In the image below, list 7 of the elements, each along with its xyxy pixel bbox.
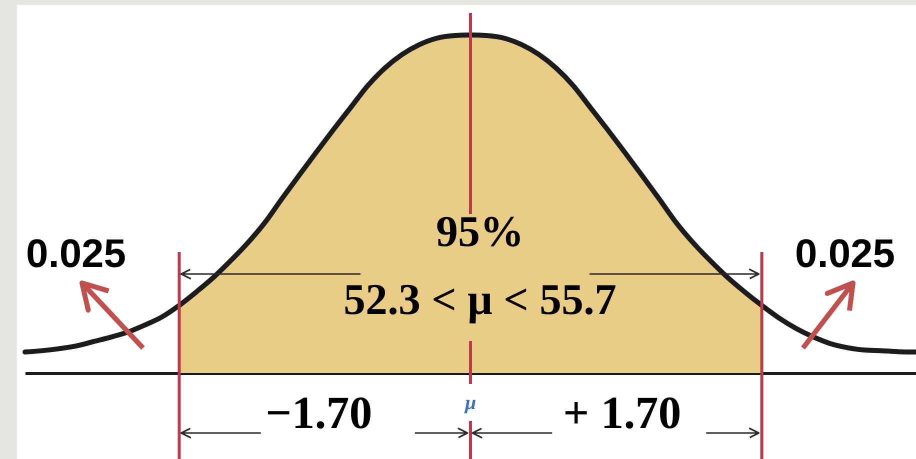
text: + 1.70 — [563, 387, 682, 438]
annotation: 95% — [436, 207, 524, 256]
annotation: 0.025 — [26, 232, 126, 276]
text: −1.70 — [265, 387, 372, 438]
text: μ — [464, 392, 476, 414]
annotation: 0.025 — [794, 232, 896, 276]
annotation: 52.3 < μ < 55.7 — [343, 275, 617, 324]
